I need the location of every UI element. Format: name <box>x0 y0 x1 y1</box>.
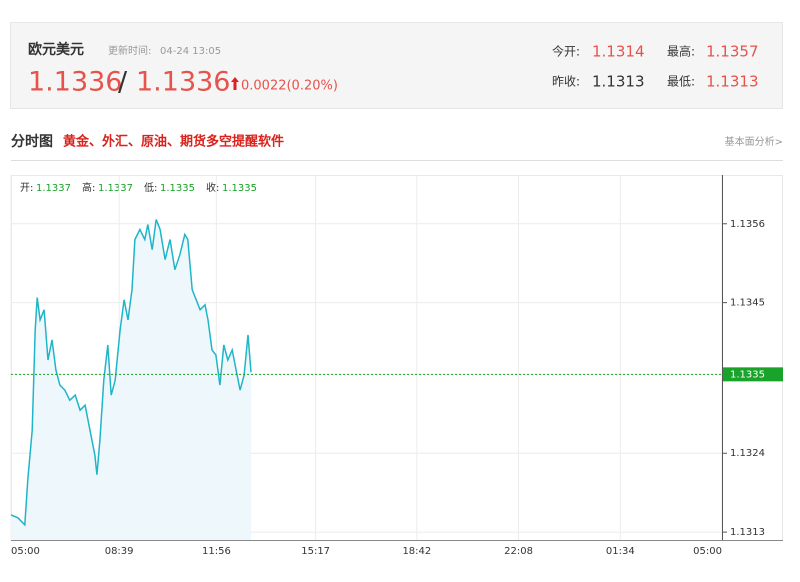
up-arrow <box>231 77 239 90</box>
ohlc-value: 1.1337 <box>36 183 71 194</box>
y-tick-label: 1.1324 <box>730 448 765 459</box>
x-tick-label: 15:17 <box>301 546 330 557</box>
x-tick-label: 05:00 <box>693 546 722 557</box>
stat-label: 昨收: <box>552 75 580 89</box>
y-tick-label: 1.1356 <box>730 219 765 230</box>
area <box>11 219 251 540</box>
stat-label: 最低: <box>667 75 695 89</box>
x-tick-label: 05:00 <box>11 546 40 557</box>
y-tick-label: 1.1335 <box>730 369 765 380</box>
ohlc-label: 收: <box>206 181 219 194</box>
ohlc-value: 1.1337 <box>98 183 133 194</box>
stat-label: 今开: <box>552 44 580 59</box>
ohlc-label: 开: <box>20 183 33 194</box>
ohlc-value: 1.1335 <box>160 183 195 194</box>
price-line <box>10 219 252 527</box>
x-tick-label: 11:56 <box>202 546 231 557</box>
x-tick-label: 08:39 <box>105 546 134 557</box>
promo-link[interactable]: 黄金、外汇、原油、期货多空提醒软件 <box>63 134 284 150</box>
x-tick-label: 01:34 <box>606 546 635 557</box>
y-tick-label: 1.1313 <box>730 527 765 538</box>
y-tick-label: 1.1345 <box>730 298 765 309</box>
stat-value: 1.1313 <box>706 73 759 91</box>
current-price-box <box>723 367 783 382</box>
price-2: 1.1336 <box>136 67 230 98</box>
x-tick-label: 22:08 <box>504 546 533 557</box>
stat-value: 1.1314 <box>592 43 645 61</box>
x-tick-label: 18:42 <box>402 546 431 557</box>
ohlc-label: 高: <box>82 181 95 194</box>
update-label: 更新时间: <box>108 44 151 57</box>
price: 1.1336 <box>28 67 122 98</box>
separator: / <box>118 67 128 98</box>
stat-value: 1.1357 <box>706 43 759 61</box>
section-title: 分时图 <box>11 133 53 150</box>
ohlc-label: 低: <box>144 181 157 194</box>
stat-label: 最高: <box>667 44 695 59</box>
ohlc-value: 1.1335 <box>222 183 257 194</box>
fundamentals-link[interactable]: 基本面分析> <box>725 135 783 148</box>
change: 0.0022(0.20%) <box>241 79 338 94</box>
quote-box <box>10 22 783 109</box>
update-time: 04-24 13:05 <box>160 46 221 57</box>
stat-value: 1.1313 <box>592 73 645 91</box>
pair-name: 欧元美元 <box>28 41 84 58</box>
